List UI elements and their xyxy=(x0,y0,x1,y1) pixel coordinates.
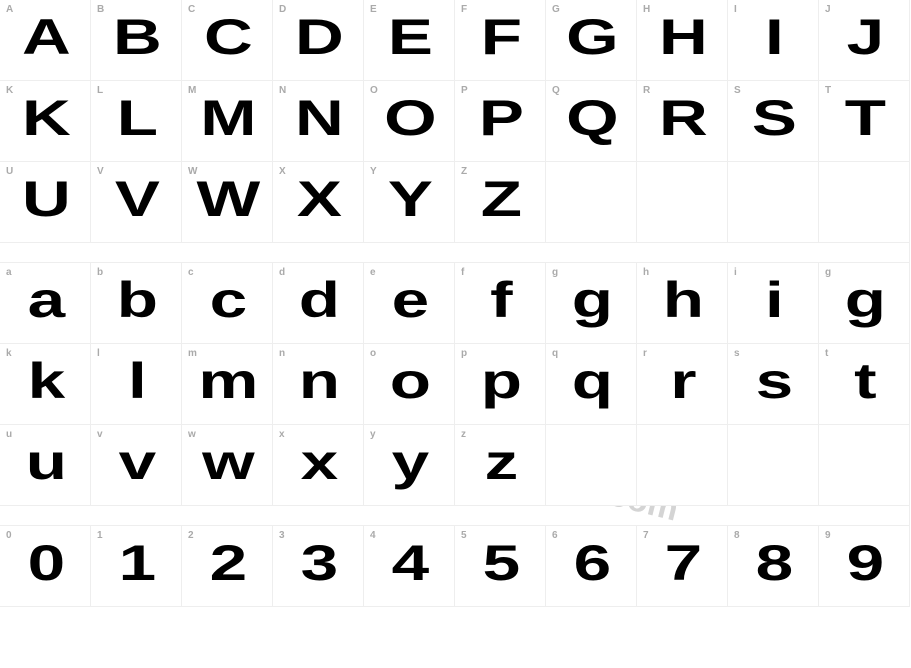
glyph-cell: 99 xyxy=(819,526,910,607)
separator-row xyxy=(0,243,910,263)
glyph-cell: JJ xyxy=(819,0,910,81)
glyph-cell xyxy=(546,162,637,243)
glyph-display: t xyxy=(803,352,911,410)
glyph-cell: ZZ xyxy=(455,162,546,243)
glyph-cell: gg xyxy=(819,263,910,344)
glyph-cell xyxy=(728,162,819,243)
glyph-cell: tt xyxy=(819,344,910,425)
glyph-display: Z xyxy=(439,170,561,228)
glyph-display: z xyxy=(439,433,561,491)
glyph-cell xyxy=(819,162,910,243)
glyph-display: g xyxy=(803,271,911,329)
glyph-cell xyxy=(728,425,819,506)
glyph-cell: TT xyxy=(819,81,910,162)
glyph-display: 9 xyxy=(803,534,911,592)
glyph-cell xyxy=(637,425,728,506)
glyph-cell xyxy=(637,162,728,243)
glyph-cell: zz xyxy=(455,425,546,506)
glyph-cell xyxy=(546,425,637,506)
separator-row xyxy=(0,506,910,526)
glyph-display: T xyxy=(803,89,911,147)
font-glyph-grid: AABBCCDDEEFFGGHHIIJJKKLLMMNNOOPPQQRRSSTT… xyxy=(0,0,911,607)
glyph-cell xyxy=(819,425,910,506)
glyph-display: J xyxy=(803,8,911,66)
